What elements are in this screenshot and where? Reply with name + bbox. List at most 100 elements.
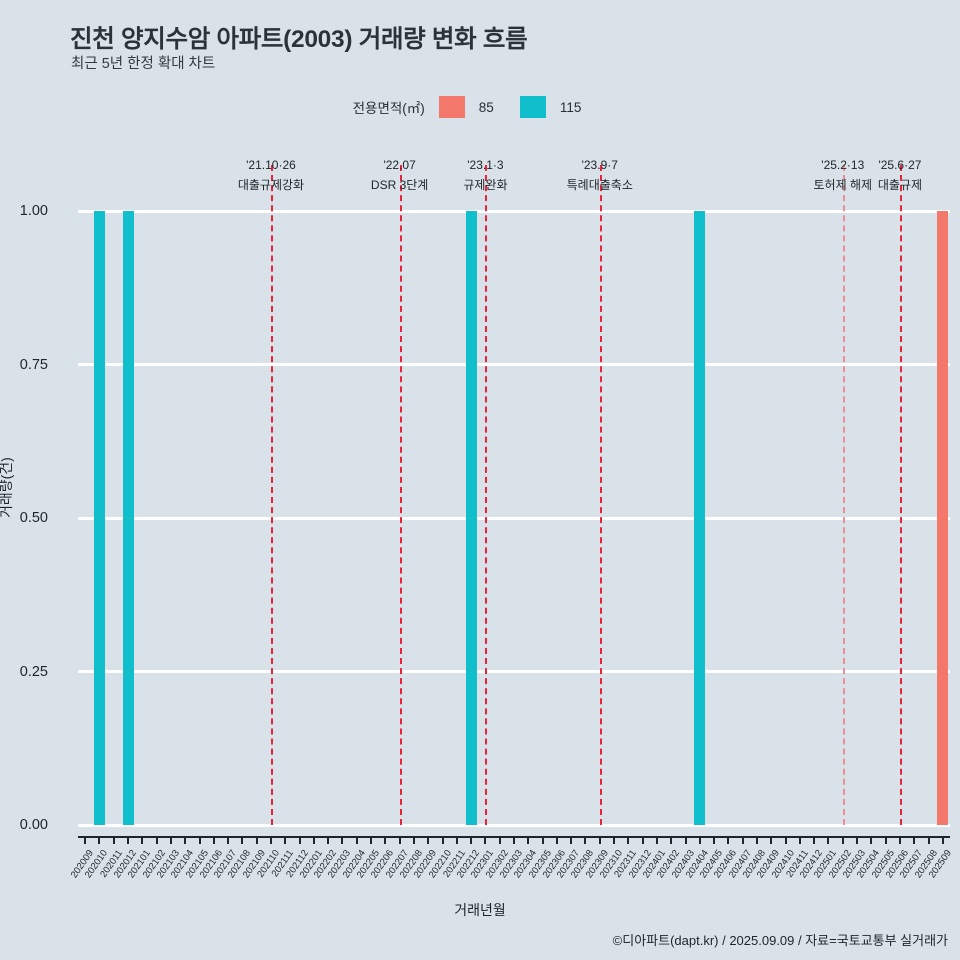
x-tick xyxy=(670,836,673,844)
event-annotation: '25.6·27 대출규제 xyxy=(878,155,922,195)
x-tick xyxy=(513,836,515,844)
page-subtitle: 최근 5년 한정 확대 차트 xyxy=(71,56,216,72)
event-date: '25.6·27 xyxy=(878,158,922,172)
x-tick xyxy=(856,836,859,844)
event-marker-line xyxy=(599,165,602,825)
x-tick xyxy=(470,836,473,844)
event-name: 규제완화 xyxy=(463,178,508,192)
event-marker-line xyxy=(399,165,402,825)
event-marker-line xyxy=(842,165,845,825)
y-tick-label: 0.50 xyxy=(19,510,48,526)
x-tick xyxy=(255,836,258,844)
x-tick xyxy=(898,836,901,844)
x-tick xyxy=(941,836,944,844)
x-tick xyxy=(798,836,801,844)
event-marker-line xyxy=(270,165,273,825)
x-tick xyxy=(298,836,301,844)
event-annotation: '23.1·3 규제완화 xyxy=(463,155,507,195)
x-tick xyxy=(327,836,330,844)
x-tick xyxy=(770,836,773,844)
x-tick xyxy=(655,836,658,844)
x-tick xyxy=(813,836,816,844)
x-tick xyxy=(198,836,201,844)
x-tick xyxy=(427,836,430,844)
x-tick xyxy=(698,836,701,844)
bar[interactable] xyxy=(937,211,949,825)
x-tick xyxy=(598,836,601,844)
gridline xyxy=(78,823,950,827)
footer-credit: ©디아파트(dapt.kr) / 2025.09.09 / 자료=국토교통부 실… xyxy=(612,933,948,948)
event-name: DSR 3단계 xyxy=(370,178,429,192)
x-tick xyxy=(756,836,759,844)
x-tick xyxy=(169,836,172,844)
event-name: 대출규제 xyxy=(877,178,923,192)
legend-title: 전용면적(㎡) xyxy=(352,101,425,116)
x-tick xyxy=(355,836,358,844)
event-date: '22.07 xyxy=(383,158,416,172)
x-tick xyxy=(527,836,530,844)
x-tick xyxy=(927,836,930,844)
x-tick xyxy=(284,836,287,844)
legend-entry-115[interactable]: 115 xyxy=(519,96,608,118)
x-tick xyxy=(441,836,444,844)
x-tick xyxy=(370,836,373,844)
event-date: '23.1·3 xyxy=(467,158,504,172)
x-tick xyxy=(398,836,401,844)
y-tick-label: 0.00 xyxy=(19,817,48,833)
legend-label-115: 115 xyxy=(559,99,582,115)
x-tick xyxy=(269,836,272,844)
x-tick xyxy=(127,836,130,844)
x-tick xyxy=(141,836,144,844)
chart-legend: 전용면적(㎡) 85 115 xyxy=(0,96,960,118)
x-tick xyxy=(412,836,415,844)
x-tick xyxy=(241,836,244,844)
event-name: 대출규제강화 xyxy=(237,178,305,192)
x-tick xyxy=(870,836,873,844)
event-marker-line xyxy=(485,165,488,825)
bar[interactable] xyxy=(465,211,477,825)
x-tick xyxy=(341,836,344,844)
x-tick xyxy=(841,836,844,844)
event-name: 특례대출축소 xyxy=(566,178,633,192)
x-tick xyxy=(98,836,101,844)
event-annotation: '21.10·26 대출규제강화 xyxy=(238,155,304,195)
x-tick xyxy=(827,836,830,844)
x-tick xyxy=(784,836,787,844)
legend-entry-85[interactable]: 85 xyxy=(438,96,520,118)
bar[interactable] xyxy=(122,211,134,825)
event-annotation: '25.2·13 토허제 해제 xyxy=(814,155,873,195)
event-date: '25.2·13 xyxy=(821,158,865,172)
gridline xyxy=(78,363,950,366)
x-tick xyxy=(155,836,158,844)
x-tick xyxy=(684,836,687,844)
x-tick xyxy=(555,836,558,844)
x-tick xyxy=(184,836,187,844)
y-axis-title: 거래량(건) xyxy=(0,457,14,518)
x-tick xyxy=(713,836,716,844)
x-tick xyxy=(741,836,744,844)
bar[interactable] xyxy=(694,211,706,825)
gridline xyxy=(78,670,950,673)
y-tick-label: 1.00 xyxy=(19,203,48,219)
x-tick xyxy=(455,836,458,844)
x-tick xyxy=(484,836,487,844)
x-tick xyxy=(384,836,387,844)
x-tick xyxy=(727,836,730,844)
event-date: '21.10·26 xyxy=(246,158,296,172)
event-marker-line xyxy=(899,165,902,825)
bar[interactable] xyxy=(93,211,105,825)
x-tick xyxy=(884,836,887,844)
x-tick xyxy=(312,836,315,844)
x-tick xyxy=(84,836,87,844)
x-tick xyxy=(498,836,501,844)
x-tick xyxy=(613,836,616,844)
legend-label-85: 85 xyxy=(478,99,494,115)
x-tick xyxy=(584,836,587,844)
x-tick xyxy=(112,836,115,844)
legend-swatch-115 xyxy=(519,96,546,118)
x-tick xyxy=(913,836,916,844)
event-date: '23.9·7 xyxy=(581,158,618,172)
legend-swatch-85 xyxy=(438,96,465,118)
plot-area xyxy=(78,165,950,827)
